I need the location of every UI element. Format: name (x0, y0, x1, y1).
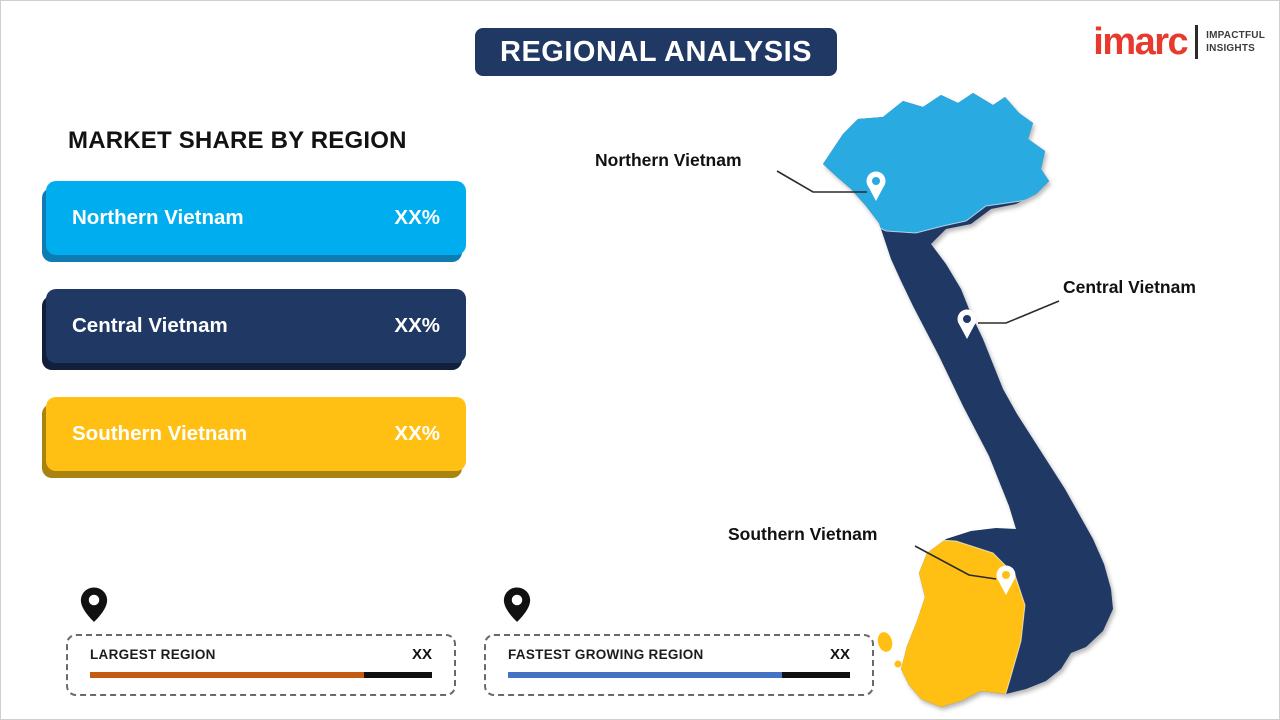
leader-line-northern (776, 170, 867, 193)
bar-value-southern: XX% (394, 422, 440, 445)
largest-region-bar-end (363, 672, 432, 678)
market-share-heading: MARKET SHARE BY REGION (68, 127, 407, 154)
fastest-growing-region-bar-fill (508, 672, 782, 678)
map-pin-northern (866, 171, 886, 201)
logo-tagline-line1: IMPACTFUL (1206, 30, 1265, 41)
largest-region-bar (90, 672, 432, 678)
fastest-growing-region-label: FASTEST GROWING REGION (508, 647, 704, 662)
leader-line-central (978, 300, 1060, 324)
share-bar-central-vietnam: Central Vietnam XX% (46, 289, 466, 363)
fastest-growing-region-box: FASTEST GROWING REGION XX (484, 634, 874, 696)
share-bar-southern-vietnam: Southern Vietnam XX% (46, 397, 466, 471)
imarc-logo: imarc IMPACTFUL INSIGHTS (1093, 23, 1265, 61)
map-pin-central (957, 309, 977, 339)
page-title-text: REGIONAL ANALYSIS (500, 35, 812, 68)
map-island-small (894, 660, 902, 668)
page-title: REGIONAL ANALYSIS (475, 28, 837, 76)
map-label-southern-vietnam: Southern Vietnam (728, 524, 878, 544)
largest-region-bar-fill (90, 672, 364, 678)
map-region-north (823, 93, 1062, 234)
map-label-northern-vietnam: Northern Vietnam (595, 150, 742, 170)
largest-region-value: XX (411, 646, 432, 663)
fastest-growing-region-value: XX (829, 646, 850, 663)
map-island-large (877, 632, 893, 652)
share-bar-northern-vietnam: Northern Vietnam XX% (46, 181, 466, 255)
map-region-south (855, 535, 1026, 707)
logo-tagline: IMPACTFUL INSIGHTS (1206, 29, 1265, 55)
largest-region-label: LARGEST REGION (90, 647, 216, 662)
logo-divider (1195, 25, 1199, 59)
map-pin-southern (996, 565, 1016, 595)
bar-label-northern: Northern Vietnam (72, 206, 244, 229)
largest-region-box: LARGEST REGION XX (66, 634, 456, 696)
location-pin-icon (79, 586, 109, 629)
bar-value-central: XX% (394, 314, 440, 337)
location-pin-icon (502, 586, 532, 629)
leader-line-southern (914, 545, 997, 580)
fastest-growing-region-bar-end (781, 672, 850, 678)
map-region-central (823, 93, 1113, 707)
fastest-growing-region-bar (508, 672, 850, 678)
bar-value-northern: XX% (394, 206, 440, 229)
bar-label-central: Central Vietnam (72, 314, 228, 337)
logo-tagline-line2: INSIGHTS (1206, 43, 1255, 54)
bar-label-southern: Southern Vietnam (72, 422, 248, 445)
imarc-logo-text: imarc (1093, 21, 1188, 63)
map-label-central-vietnam: Central Vietnam (1063, 277, 1196, 297)
